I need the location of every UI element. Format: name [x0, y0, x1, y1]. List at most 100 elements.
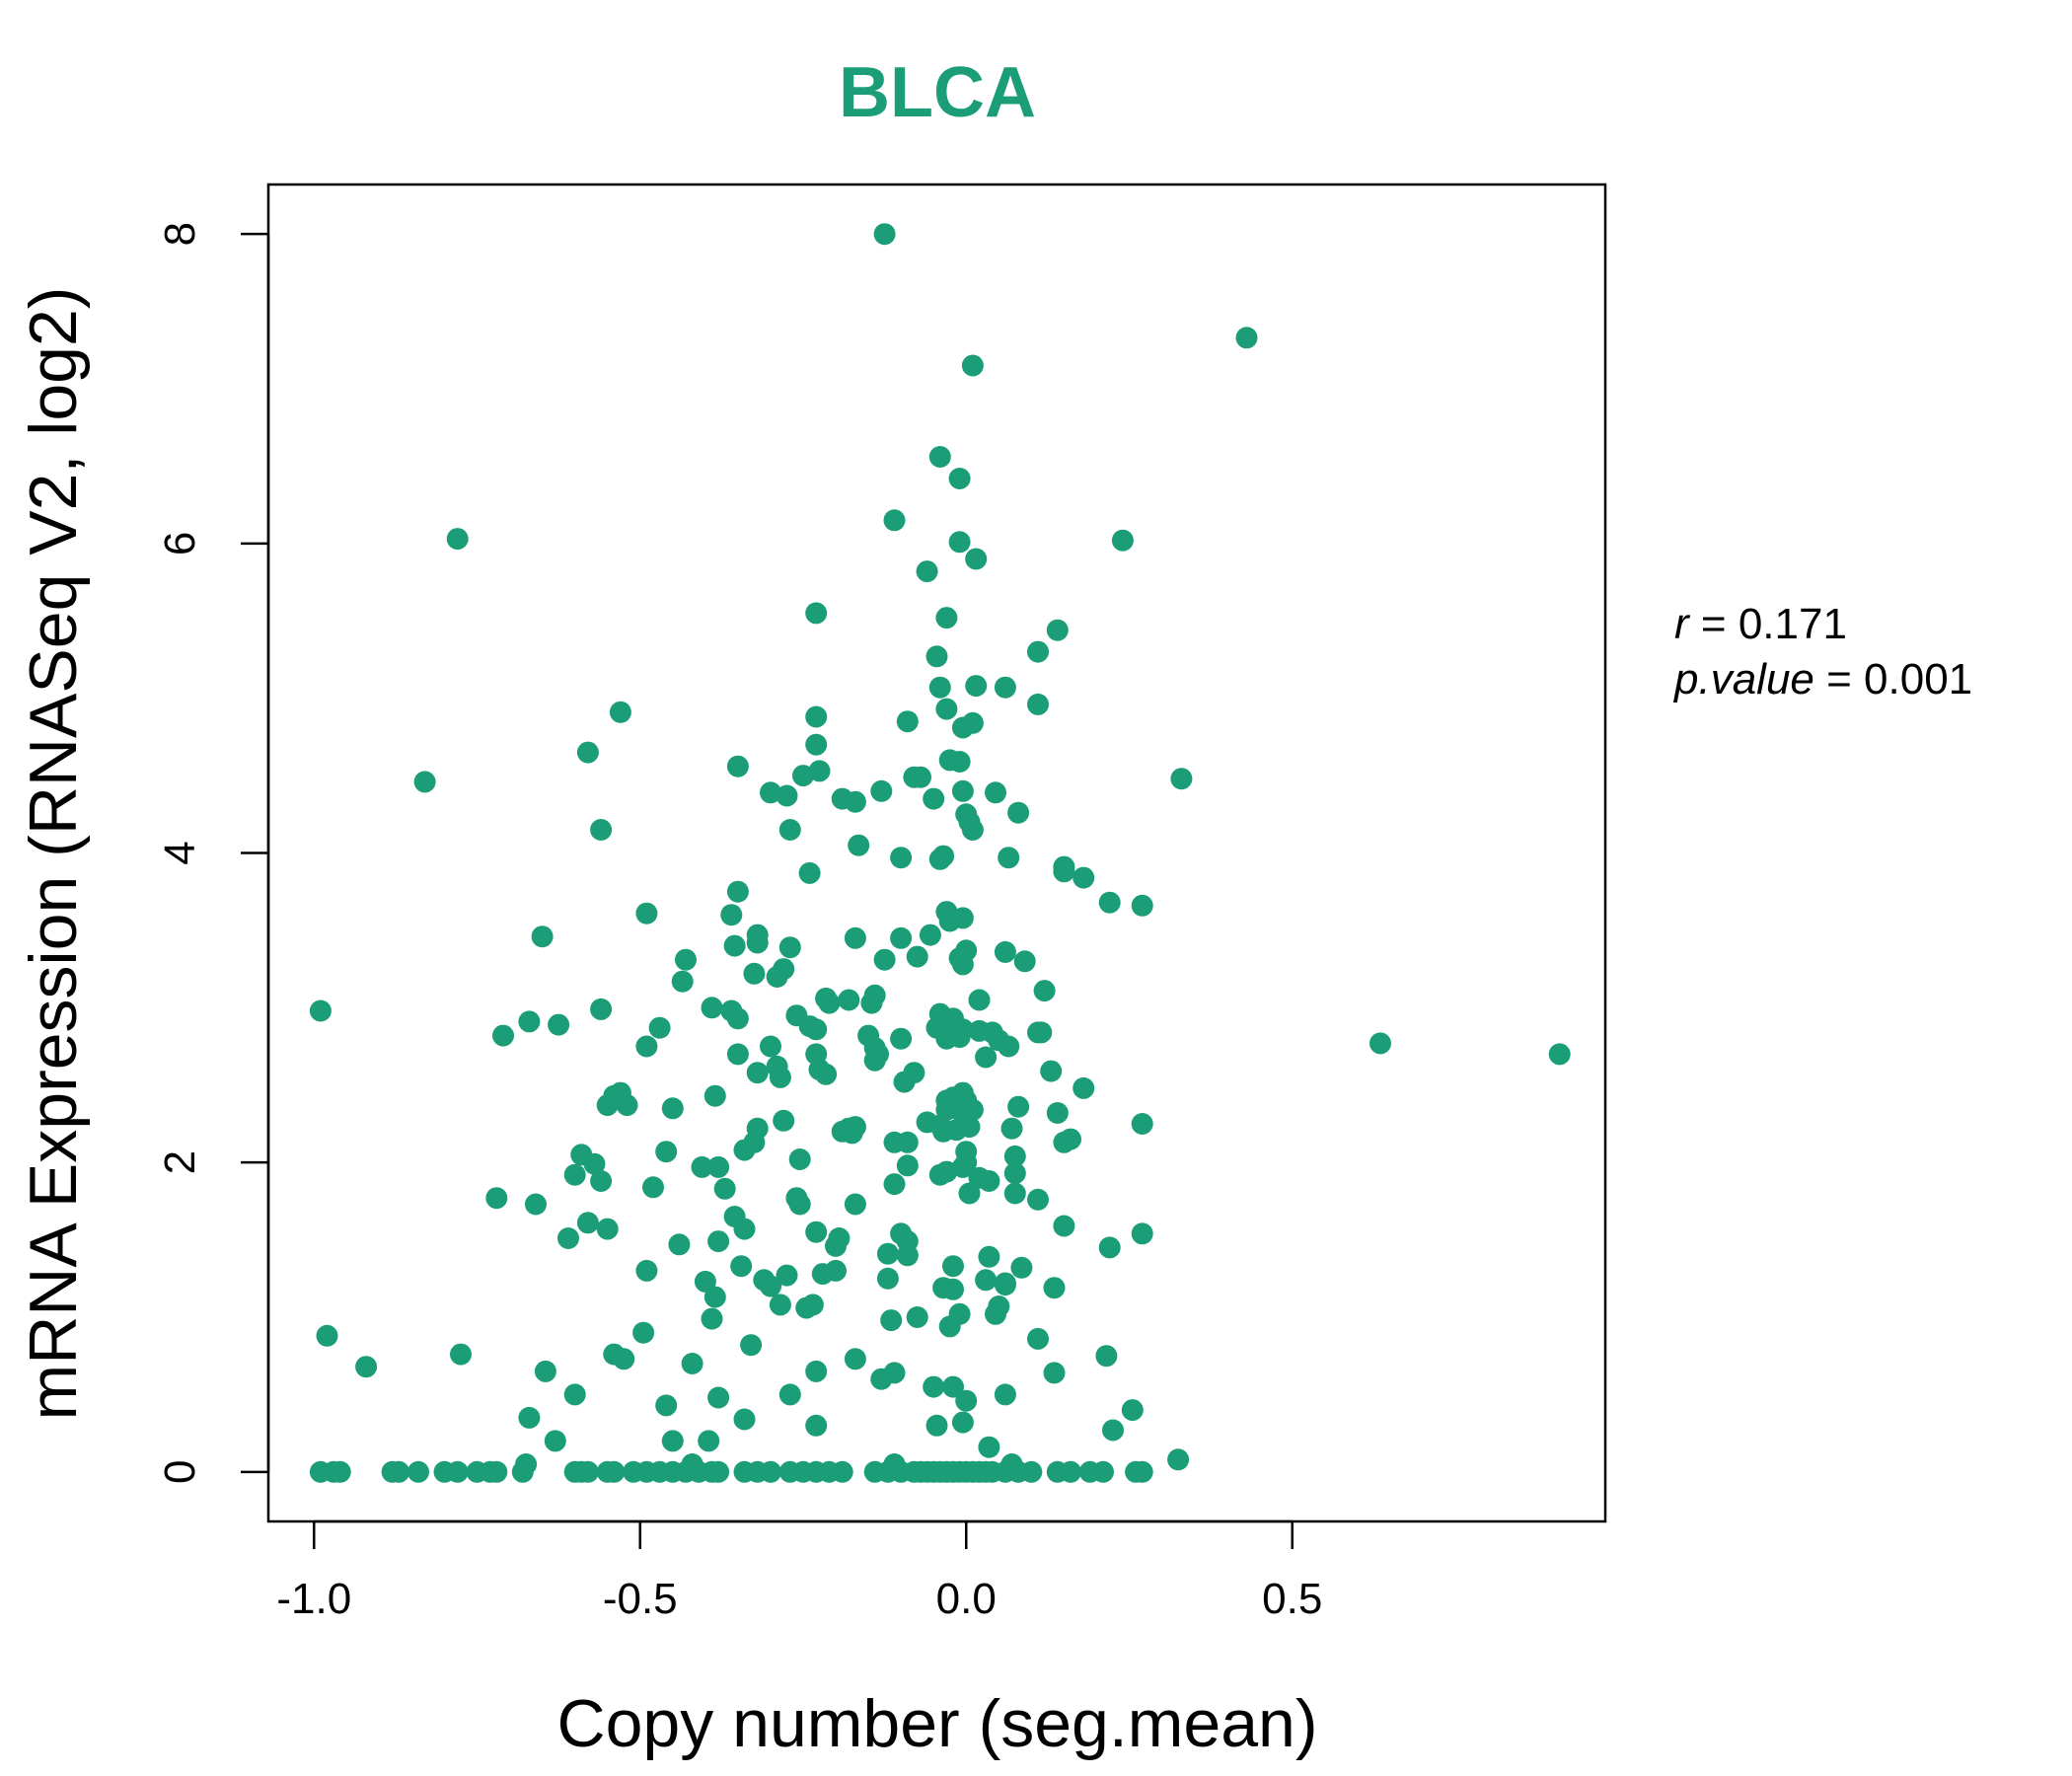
data-point	[1027, 640, 1049, 663]
data-point	[766, 966, 788, 988]
y-tick-label: 6	[156, 532, 204, 555]
stats-annotation: r = 0.171 p.value = 0.001	[1672, 600, 1972, 703]
data-point	[805, 1360, 828, 1382]
data-point	[838, 989, 860, 1011]
x-axis: -1.0 -0.5 0.0 0.5	[276, 1519, 1322, 1623]
data-point	[1131, 1460, 1153, 1483]
data-point	[1369, 1032, 1391, 1055]
data-point	[726, 1043, 749, 1066]
data-point	[880, 1309, 903, 1332]
data-point	[890, 1027, 913, 1050]
data-point	[518, 1010, 541, 1033]
data-point	[923, 1375, 945, 1398]
data-point	[1131, 1113, 1153, 1135]
data-point	[935, 1160, 958, 1183]
data-point	[596, 1094, 619, 1117]
data-point	[951, 1411, 974, 1434]
data-point	[691, 1155, 713, 1178]
data-point	[870, 779, 893, 802]
data-point	[935, 698, 958, 720]
data-point	[808, 760, 831, 782]
data-point	[1235, 327, 1258, 349]
data-point	[792, 765, 814, 787]
data-point	[795, 1296, 818, 1319]
data-point	[760, 1035, 781, 1058]
data-point	[355, 1356, 378, 1378]
data-point	[485, 1460, 508, 1483]
data-point	[776, 784, 798, 807]
data-point	[805, 733, 828, 756]
data-point	[450, 1343, 472, 1366]
data-point	[825, 1234, 847, 1257]
data-point	[661, 1430, 684, 1452]
data-point	[811, 1263, 834, 1286]
data-point	[635, 1035, 658, 1058]
data-point	[961, 354, 984, 377]
data-point	[743, 962, 766, 985]
y-tick-label: 4	[156, 841, 204, 864]
data-point	[994, 1272, 1016, 1295]
data-point	[778, 1383, 801, 1406]
data-point	[998, 1035, 1020, 1058]
y-axis: 0 2 4 6 8	[156, 222, 270, 1484]
data-point	[890, 926, 913, 949]
data-point	[1020, 1460, 1043, 1483]
data-point	[707, 1230, 730, 1253]
data-point	[1073, 1076, 1095, 1099]
data-point	[876, 1242, 899, 1265]
data-point	[942, 1255, 964, 1278]
data-point	[928, 676, 951, 699]
data-points	[309, 223, 1571, 1483]
data-point	[890, 847, 913, 869]
data-point	[896, 1154, 919, 1177]
data-point	[760, 1460, 781, 1483]
data-point	[694, 1270, 716, 1293]
data-point	[965, 548, 988, 570]
x-tick-label: 0.5	[1262, 1575, 1322, 1623]
data-point	[883, 1131, 906, 1153]
data-point	[655, 1141, 678, 1163]
data-point	[994, 940, 1016, 963]
r-statistic: r = 0.171	[1674, 600, 1847, 648]
data-point	[733, 1218, 756, 1240]
data-point	[703, 1084, 726, 1107]
data-point	[1027, 1327, 1049, 1350]
data-point	[1548, 1043, 1571, 1066]
data-point	[932, 1120, 955, 1143]
data-point	[870, 1368, 893, 1390]
data-point	[518, 1406, 541, 1429]
data-point	[723, 934, 746, 957]
data-point	[925, 1414, 948, 1437]
data-point	[805, 602, 828, 625]
p-label: p.value	[1672, 655, 1814, 703]
r-value: 0.171	[1739, 600, 1847, 648]
r-equals: =	[1701, 600, 1739, 648]
data-point	[701, 1307, 723, 1330]
p-statistic: p.value = 0.001	[1672, 655, 1972, 703]
data-point	[769, 1066, 791, 1088]
data-point	[831, 1460, 853, 1483]
data-point	[548, 1013, 570, 1036]
data-point	[1131, 894, 1153, 917]
data-point	[978, 1245, 1000, 1268]
data-point	[965, 675, 988, 698]
y-tick-label: 8	[156, 222, 204, 246]
data-point	[863, 1049, 886, 1072]
data-point	[1043, 1362, 1066, 1384]
data-point	[948, 468, 971, 489]
data-point	[978, 1436, 1000, 1458]
data-point	[916, 560, 938, 583]
data-point	[948, 751, 971, 773]
data-point	[648, 1016, 671, 1039]
data-point	[701, 997, 723, 1019]
data-point	[873, 223, 896, 246]
data-point	[1010, 1256, 1033, 1279]
data-point	[563, 1383, 586, 1406]
data-point	[511, 1460, 534, 1483]
data-point	[329, 1460, 351, 1483]
data-point	[446, 528, 469, 551]
r-label: r	[1674, 600, 1691, 648]
data-point	[975, 1269, 998, 1292]
data-point	[632, 1321, 655, 1344]
data-point	[707, 1155, 730, 1178]
